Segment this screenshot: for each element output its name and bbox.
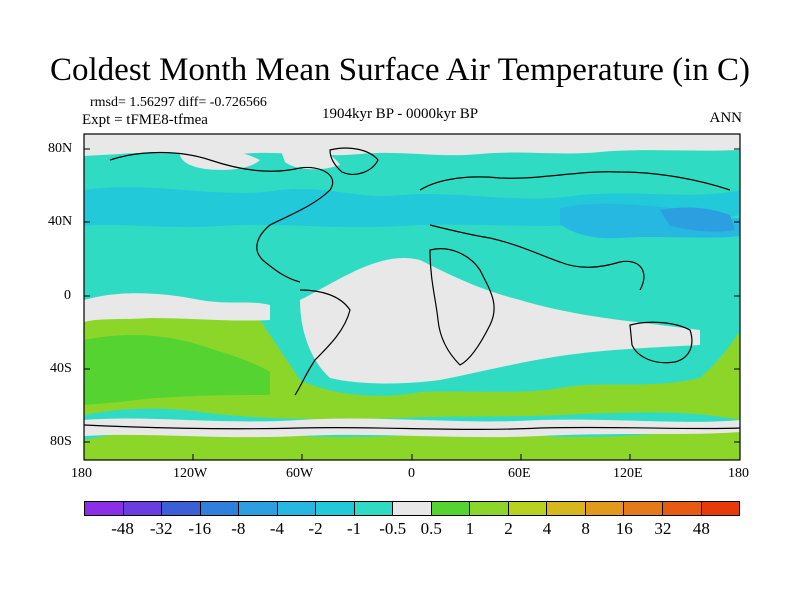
lon-label: 120E xyxy=(613,466,643,481)
field-region xyxy=(660,207,735,232)
field-region xyxy=(280,146,340,170)
lat-ticks xyxy=(84,148,740,443)
colorbar-swatch xyxy=(470,502,509,515)
coastline-greenland xyxy=(329,147,379,175)
lon-label: 120W xyxy=(173,466,208,481)
map-title: Coldest Month Mean Surface Air Temperatu… xyxy=(50,52,750,88)
colorbar-swatch xyxy=(547,502,586,515)
colorbar-swatch xyxy=(123,502,163,515)
colorbar xyxy=(84,501,740,516)
coastline-antarctica xyxy=(84,424,740,431)
colorbar-swatch xyxy=(431,502,471,515)
colorbar-label: 8 xyxy=(581,519,590,538)
colorbar-label: -1 xyxy=(347,519,362,538)
colorbar-label: -2 xyxy=(308,519,323,538)
lon-label: 180 xyxy=(71,466,92,481)
coastline-australia xyxy=(629,321,693,364)
colorbar-label: -0.5 xyxy=(379,519,407,538)
coastline-eurasia xyxy=(419,171,731,291)
colorbar-swatch xyxy=(393,502,432,515)
lat-label: 80S xyxy=(50,434,72,449)
colorbar-swatch xyxy=(354,502,394,515)
lon-label: 180 xyxy=(728,466,749,481)
lon-label: 60E xyxy=(508,466,531,481)
lon-label: 0 xyxy=(408,466,415,481)
field-region xyxy=(179,148,260,170)
experiment-label: Expt = tFME8-tfmea xyxy=(82,112,208,128)
field-region xyxy=(84,134,740,156)
colorbar-swatch xyxy=(585,502,625,515)
colorbar-swatch xyxy=(239,502,278,515)
colorbar-swatch xyxy=(508,502,548,515)
lon-ticks xyxy=(83,454,741,460)
season-label: ANN xyxy=(709,110,743,126)
colorbar-swatch xyxy=(701,502,740,515)
lat-label: 40S xyxy=(50,361,72,376)
field-region xyxy=(84,293,270,322)
colorbar-label: 4 xyxy=(542,519,552,538)
map-field xyxy=(84,134,740,460)
colorbar-swatch xyxy=(200,502,240,515)
rmsd-diff-stats: rmsd= 1.56297 diff= -0.726566 xyxy=(90,95,267,110)
field-region xyxy=(84,418,740,438)
field-region xyxy=(84,335,270,405)
coastline-north-america xyxy=(109,151,334,283)
colorbar-label: 1 xyxy=(465,519,475,538)
colorbar-swatch xyxy=(624,502,663,515)
colorbar-label: 32 xyxy=(654,519,672,538)
field-region xyxy=(300,258,700,384)
colorbar-label: 0.5 xyxy=(420,519,442,538)
lat-label: 80N xyxy=(48,141,73,156)
colorbar-label: 2 xyxy=(504,519,513,538)
lat-label: 0 xyxy=(64,288,71,303)
time-period-label: 1904kyr BP - 0000kyr BP xyxy=(321,106,479,122)
colorbar-label: -32 xyxy=(149,519,173,538)
colorbar-label: 48 xyxy=(692,519,710,538)
colorbar-swatch xyxy=(316,502,355,515)
lat-label: 40N xyxy=(48,214,73,229)
colorbar-swatch xyxy=(277,502,317,515)
coastline-south-america xyxy=(294,289,351,396)
lon-label: 60W xyxy=(286,466,314,481)
colorbar-label: -4 xyxy=(269,519,285,538)
colorbar-label: 16 xyxy=(615,519,633,538)
colorbar-swatch xyxy=(162,502,201,515)
coastline-africa xyxy=(429,248,495,366)
colorbar-label: -16 xyxy=(188,519,212,538)
colorbar-label: -8 xyxy=(231,519,246,538)
colorbar-swatch xyxy=(662,502,702,515)
coastlines xyxy=(84,147,740,431)
colorbar-label: -48 xyxy=(111,519,134,538)
colorbar-swatch xyxy=(85,502,124,515)
